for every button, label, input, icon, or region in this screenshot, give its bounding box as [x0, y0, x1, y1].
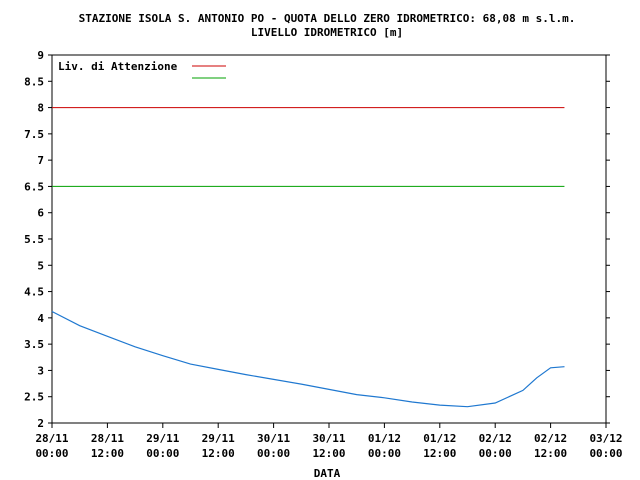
x-tick-time: 00:00: [146, 447, 179, 460]
x-tick-time: 00:00: [257, 447, 290, 460]
chart-subtitle: LIVELLO IDROMETRICO [m]: [251, 26, 403, 39]
x-tick-time: 00:00: [479, 447, 512, 460]
y-tick-label: 4: [37, 312, 44, 325]
x-tick-time: 12:00: [423, 447, 456, 460]
x-tick-time: 12:00: [202, 447, 235, 460]
y-tick-label: 5: [37, 259, 44, 272]
y-axis: 2 2.5 3 3.5 4 4.5 5 5.5 6 6.5 7 7.5 8 8.5 9: [24, 49, 610, 430]
x-tick-date: 02/12: [534, 432, 567, 445]
x-tick-date: 29/11: [146, 432, 179, 445]
x-tick-date: 02/12: [479, 432, 512, 445]
x-tick-time: 00:00: [589, 447, 622, 460]
y-tick-label: 3.5: [24, 338, 44, 351]
x-tick-date: 28/11: [91, 432, 124, 445]
y-tick-label: 2.5: [24, 391, 44, 404]
x-tick-date: 30/11: [312, 432, 345, 445]
x-tick-date: 03/12: [589, 432, 622, 445]
x-tick-date: 30/11: [257, 432, 290, 445]
level-series-line: [51, 310, 565, 408]
x-axis: 28/11 00:00 28/11 12:00 29/11 00:00 29/11 12:00…: [35, 423, 623, 460]
x-tick-date: 28/11: [35, 432, 68, 445]
x-tick-date: 01/12: [423, 432, 456, 445]
y-tick-label: 6.5: [24, 180, 44, 193]
x-tick-time: 00:00: [35, 447, 68, 460]
legend-label: Liv. di Attenzione: [58, 60, 178, 73]
x-tick-time: 12:00: [312, 447, 345, 460]
y-tick-label: 8.5: [24, 75, 44, 88]
chart-title: STAZIONE ISOLA S. ANTONIO PO - QUOTA DEL…: [79, 12, 576, 25]
x-axis-label: DATA: [314, 467, 341, 480]
plot-frame: [51, 54, 607, 424]
y-tick-label: 7: [37, 154, 44, 167]
y-tick-label: 7.5: [24, 128, 44, 141]
y-tick-label: 8: [37, 102, 44, 115]
x-tick-time: 00:00: [368, 447, 401, 460]
y-tick-label: 3: [37, 364, 44, 377]
x-tick-date: 01/12: [368, 432, 401, 445]
legend: Liv. di Attenzione: [58, 60, 226, 79]
threshold-lines: [52, 107, 565, 187]
x-tick-time: 12:00: [534, 447, 567, 460]
y-tick-label: 4.5: [24, 286, 44, 299]
x-tick-time: 12:00: [91, 447, 124, 460]
y-tick-label: 9: [37, 49, 44, 62]
y-tick-label: 5.5: [24, 233, 44, 246]
x-tick-date: 29/11: [202, 432, 235, 445]
y-tick-label: 2: [37, 417, 44, 430]
y-tick-label: 6: [37, 207, 44, 220]
series-layer: [51, 310, 565, 408]
